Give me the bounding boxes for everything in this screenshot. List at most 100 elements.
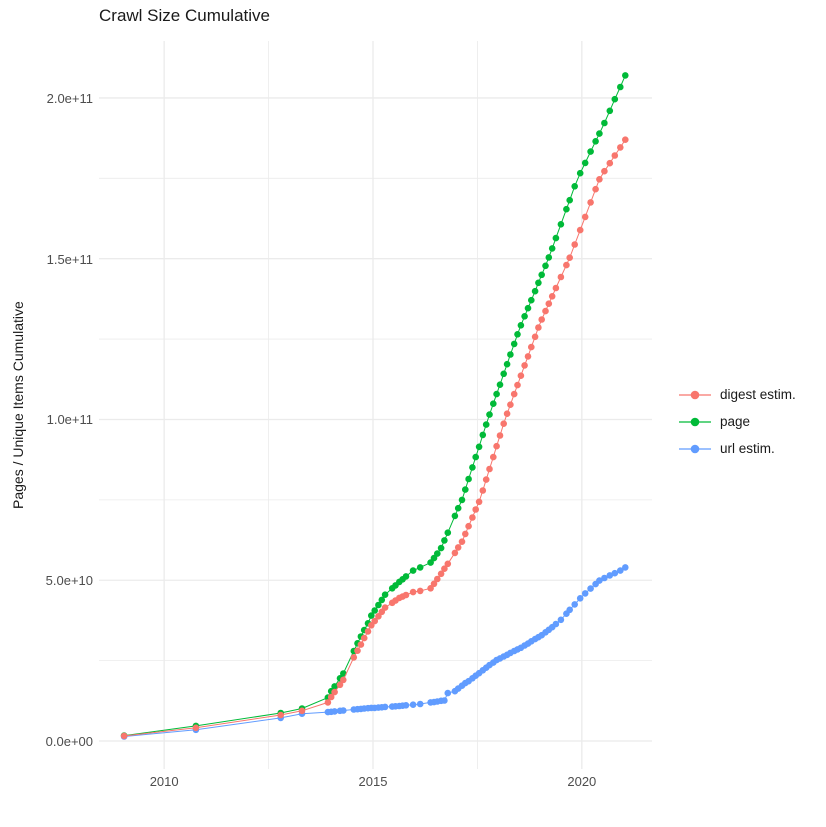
data-point-digest-estim <box>324 699 332 706</box>
data-point-digest-estim <box>528 343 535 351</box>
data-point-url-estim <box>331 708 338 715</box>
data-point-page <box>340 670 347 677</box>
series-line-digest-estim <box>124 139 626 737</box>
data-point-digest-estim <box>535 324 542 331</box>
data-point-page <box>437 544 445 552</box>
x-tick-label: 2020 <box>567 774 597 789</box>
data-point-digest-estim <box>469 514 476 521</box>
x-tick-label: 2010 <box>149 774 179 789</box>
data-point-url-estim <box>441 697 448 704</box>
data-point-digest-estim <box>381 604 389 611</box>
data-point-page <box>548 245 556 252</box>
data-point-digest-estim <box>427 585 434 592</box>
data-point-url-estim <box>409 701 417 708</box>
data-point-page <box>331 683 338 690</box>
data-point-digest-estim <box>437 570 445 578</box>
data-point-page <box>596 130 603 137</box>
data-point-digest-estim <box>451 549 459 557</box>
data-point-page <box>381 591 389 598</box>
data-point-digest-estim <box>601 167 608 175</box>
data-point-digest-estim <box>458 538 466 545</box>
data-point-page <box>444 529 452 536</box>
data-point-page <box>571 183 578 190</box>
data-point-page <box>563 205 570 213</box>
data-point-page <box>510 340 518 348</box>
data-point-digest-estim <box>500 420 508 428</box>
data-point-digest-estim <box>430 580 438 588</box>
data-point-page <box>441 537 448 544</box>
data-point-page <box>500 370 508 378</box>
data-point-digest-estim <box>545 300 553 308</box>
legend-label: url estim. <box>720 441 775 456</box>
data-point-digest-estim <box>357 641 365 648</box>
data-point-digest-estim <box>548 293 556 300</box>
data-point-digest-estim <box>503 410 511 418</box>
data-point-digest-estim <box>490 453 497 461</box>
data-point-digest-estim <box>327 693 335 701</box>
legend-item-digest-estim: digest estim. <box>678 381 796 408</box>
data-point-page <box>479 431 487 439</box>
data-point-url-estim <box>402 702 410 709</box>
data-point-page <box>617 83 624 91</box>
legend-key-icon <box>679 444 711 453</box>
data-point-digest-estim <box>350 654 358 661</box>
data-point-url-estim <box>587 585 594 592</box>
data-point-digest-estim <box>542 307 549 315</box>
data-point-digest-estim <box>479 487 487 494</box>
data-point-digest-estim <box>587 199 594 206</box>
data-point-digest-estim <box>611 152 619 159</box>
data-point-page <box>368 612 375 619</box>
data-point-url-estim <box>340 707 347 714</box>
data-point-page <box>576 169 584 177</box>
data-point-page <box>375 601 382 609</box>
data-point-digest-estim <box>493 442 500 450</box>
y-tick-label: 1.0e+11 <box>46 412 93 428</box>
data-point-digest-estim <box>486 465 493 473</box>
data-point-url-estim <box>576 595 584 602</box>
data-point-page <box>601 119 608 127</box>
data-point-page <box>528 296 535 304</box>
data-point-url-estim <box>606 572 614 579</box>
data-point-digest-estim <box>340 676 347 684</box>
data-point-page <box>581 159 589 167</box>
data-point-digest-estim <box>441 565 448 572</box>
data-point-page <box>557 221 565 228</box>
data-point-url-estim <box>622 564 629 571</box>
data-point-url-estim <box>601 574 608 582</box>
y-tick-label: 2.0e+11 <box>46 90 93 106</box>
x-tick-label: 2015 <box>358 774 388 789</box>
data-point-digest-estim <box>336 681 344 689</box>
data-point-digest-estim <box>538 316 545 323</box>
data-point-digest-estim <box>465 522 472 530</box>
data-point-digest-estim <box>416 587 424 595</box>
legend-label: digest estim. <box>720 387 796 402</box>
data-point-page <box>592 138 599 145</box>
data-point-digest-estim <box>298 707 306 715</box>
data-point-page <box>507 351 514 358</box>
data-point-page <box>371 607 379 614</box>
data-point-page <box>566 196 573 204</box>
data-point-digest-estim <box>622 136 629 143</box>
data-point-digest-estim <box>371 617 379 625</box>
data-point-digest-estim <box>434 575 441 583</box>
data-point-digest-estim <box>576 226 584 234</box>
data-point-page <box>416 564 424 571</box>
data-point-url-estim <box>557 616 565 624</box>
data-point-page <box>496 381 504 389</box>
data-point-page <box>409 567 417 574</box>
legend-key-icon <box>679 417 711 426</box>
data-point-url-estim <box>381 703 389 711</box>
data-point-page <box>517 322 525 329</box>
data-point-digest-estim <box>517 372 525 380</box>
data-point-digest-estim <box>557 273 565 281</box>
data-point-url-estim <box>416 700 424 708</box>
legend-item-page: page <box>678 408 796 435</box>
data-point-digest-estim <box>462 530 469 538</box>
data-point-url-estim <box>566 606 573 614</box>
data-point-digest-estim <box>375 613 382 620</box>
data-point-page <box>521 313 528 320</box>
data-point-digest-estim <box>510 390 518 398</box>
data-point-digest-estim <box>409 588 417 596</box>
data-point-page <box>462 486 469 493</box>
